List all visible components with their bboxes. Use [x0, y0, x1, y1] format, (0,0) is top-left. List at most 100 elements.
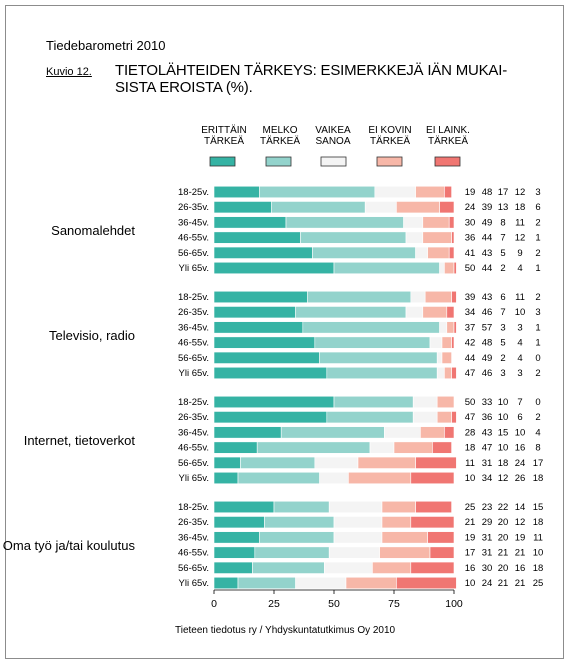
bar-segment	[448, 246, 455, 259]
footer-source: Tieteen tiedotus ry / Yhdyskuntatutkimus…	[175, 625, 396, 636]
bar-segment	[439, 261, 445, 275]
value-label: 7	[500, 233, 505, 244]
bar-segment	[213, 471, 239, 485]
bar-segment	[444, 261, 455, 275]
value-label: 5	[500, 338, 505, 349]
value-label: 49	[482, 217, 493, 228]
legend-label-erittain: ERITTÄIN TÄRKEÄ	[201, 125, 247, 147]
value-label: 44	[482, 263, 493, 274]
bar-segment	[213, 185, 260, 199]
value-label: 14	[515, 502, 526, 513]
bar-segment	[405, 231, 424, 244]
bar-segment	[328, 546, 380, 559]
legend-swatch-4	[376, 156, 403, 167]
bar-segment	[252, 561, 325, 574]
bar-segment	[328, 500, 383, 514]
row-label: 18-25v.	[178, 292, 209, 303]
value-label: 11	[533, 532, 543, 543]
bar-segment	[427, 531, 455, 544]
bar-segment	[213, 531, 260, 544]
value-label: 39	[482, 202, 493, 213]
value-label: 10	[465, 578, 476, 589]
value-label: 30	[465, 217, 476, 228]
value-label: 34	[482, 473, 493, 484]
legend-label-ei-kovin: EI KOVIN TÄRKEÄ	[368, 125, 412, 147]
row-label: 18-25v.	[178, 187, 209, 198]
bar-segment	[285, 216, 404, 229]
value-label: 17	[465, 548, 476, 559]
bar-segment	[213, 366, 328, 380]
barometer-title: Tiedebarometri 2010	[46, 38, 166, 53]
legend-label-ei-laink: EI LAINK. TÄRKEÄ	[426, 125, 470, 147]
value-label: 29	[482, 517, 493, 528]
bar-segment	[213, 561, 253, 574]
bar-segment	[427, 246, 450, 259]
value-label: 3	[500, 322, 505, 333]
chart-title-line1: TIETOLÄHTEIDEN TÄRKEYS: ESIMERKKEJÄ IÄN …	[115, 62, 507, 79]
value-label: 10	[498, 443, 509, 454]
value-label: 48	[482, 338, 493, 349]
value-label: 19	[465, 187, 476, 198]
bar-segment	[326, 366, 438, 380]
bar-segment	[441, 336, 452, 349]
bar-segment	[436, 411, 452, 424]
bar-segment	[403, 216, 424, 229]
value-label: 11	[465, 458, 475, 469]
value-label: 43	[482, 427, 493, 438]
bar-segment	[237, 576, 296, 590]
value-label: 47	[482, 443, 493, 454]
bar-segment	[213, 456, 241, 469]
bar-segment	[314, 336, 431, 349]
bar-segment	[259, 185, 376, 199]
bar-segment	[429, 546, 455, 559]
bar-segment	[412, 411, 438, 424]
bar-segment	[319, 471, 349, 485]
bar-segment	[420, 426, 445, 439]
bar-segment	[436, 395, 455, 409]
row-label: 36-45v.	[178, 217, 209, 228]
value-label: 30	[482, 563, 493, 574]
figure-frame	[5, 5, 564, 659]
bar-segment	[357, 456, 416, 469]
bar-segment	[213, 290, 308, 304]
value-label: 47	[465, 412, 476, 423]
value-label: 18	[533, 517, 544, 528]
value-label: 10	[533, 548, 544, 559]
value-label: 6	[517, 412, 522, 423]
bar-segment	[213, 321, 304, 334]
bar-segment	[374, 185, 416, 199]
row-label: Yli 65v.	[179, 263, 209, 274]
bar-segment	[451, 366, 457, 380]
value-label: 22	[498, 502, 509, 513]
bar-segment	[444, 366, 452, 380]
bar-segment	[422, 306, 448, 319]
legend-label-vaikea: VAIKEA SANOA	[315, 125, 351, 147]
bar-segment	[314, 456, 359, 469]
value-label: 47	[465, 368, 476, 379]
value-label: 10	[498, 412, 509, 423]
bar-segment	[444, 185, 452, 199]
value-label: 3	[535, 307, 540, 318]
value-label: 8	[535, 443, 540, 454]
value-label: 19	[515, 532, 526, 543]
bar-segment	[410, 471, 455, 485]
value-label: 36	[465, 233, 476, 244]
value-label: 37	[465, 322, 476, 333]
value-label: 4	[517, 353, 522, 364]
bar-segment	[213, 216, 287, 229]
row-label: 46-55v.	[178, 548, 209, 559]
group-label: Televisio, radio	[49, 328, 135, 343]
value-label: 6	[535, 202, 540, 213]
bar-segment	[372, 561, 412, 574]
bar-segment	[415, 246, 428, 259]
bar-segment	[213, 426, 282, 439]
value-label: 46	[482, 368, 493, 379]
row-label: 18-25v.	[178, 397, 209, 408]
value-label: 20	[498, 563, 509, 574]
value-label: 18	[533, 473, 544, 484]
bar-segment	[213, 231, 301, 244]
bar-segment	[213, 336, 316, 349]
value-label: 1	[535, 338, 540, 349]
legend-swatch-2	[265, 156, 292, 167]
value-label: 4	[535, 427, 540, 438]
